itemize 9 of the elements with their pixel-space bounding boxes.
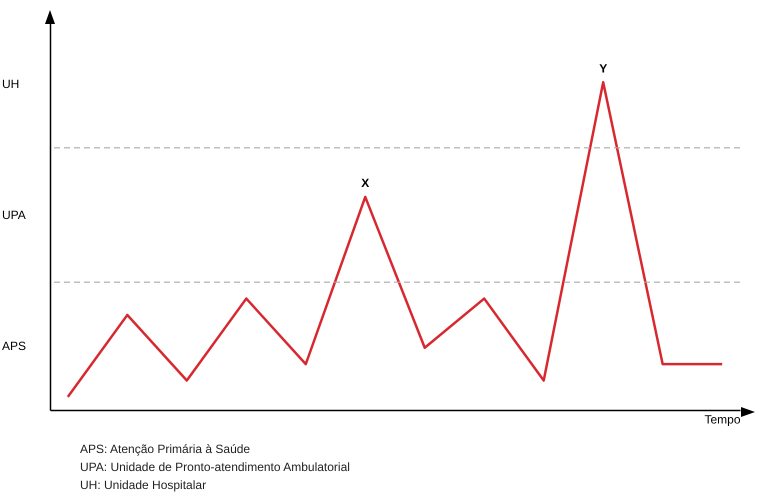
text: UH: Unidade Hospitalar <box>80 478 206 492</box>
text: APS: Atenção Primária à Saúde <box>80 442 250 456</box>
text: APS <box>2 339 26 354</box>
text: UPA: Unidade de Pronto-atendimento Ambulatorial <box>80 460 350 474</box>
text: UH <box>2 76 20 91</box>
x-axis-title: Tempo <box>704 412 741 426</box>
text: UPA <box>2 208 26 222</box>
annotation: X <box>361 176 370 190</box>
annotation: Y <box>599 61 608 76</box>
